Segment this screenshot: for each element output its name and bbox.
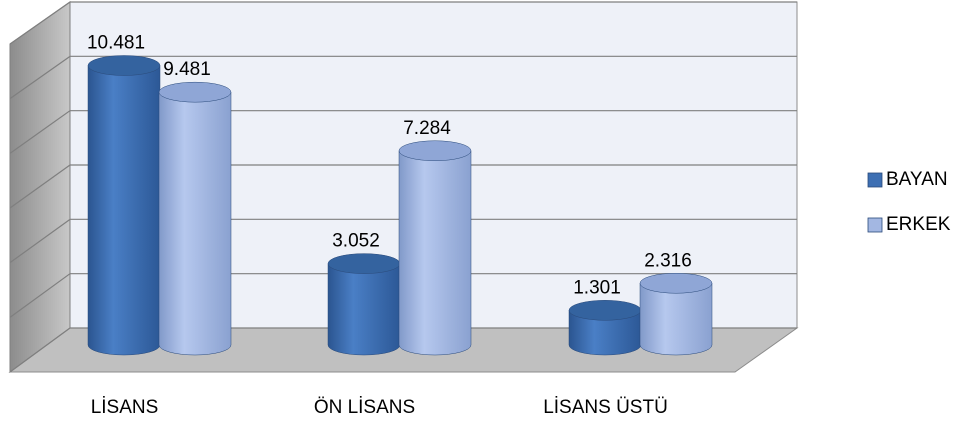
legend-swatch (867, 217, 883, 233)
data-label: 2.316 (644, 250, 692, 271)
bar-cap (568, 300, 642, 321)
legend-label: BAYAN (886, 169, 948, 190)
x-tick-label: LİSANS (91, 397, 159, 418)
bar-cap (87, 55, 161, 76)
data-label: 7.284 (403, 118, 451, 139)
bar (327, 263, 401, 356)
bar (158, 91, 232, 356)
data-label: 1.301 (573, 277, 621, 298)
bar (398, 150, 472, 356)
legend-label: ERKEK (886, 214, 951, 235)
bar-cap (327, 253, 401, 274)
bar-cap (158, 81, 232, 103)
grid-line (9, 110, 797, 154)
grid-line (9, 327, 797, 373)
data-label: 10.481 (87, 33, 145, 54)
grid-line (9, 273, 797, 318)
bar (639, 282, 713, 356)
bar (87, 65, 161, 356)
bar-cap (639, 272, 713, 294)
data-label: 9.481 (163, 59, 211, 80)
bar-cap (398, 140, 472, 162)
grid-line (9, 1, 797, 45)
x-tick-label: LİSANS ÜSTÜ (543, 397, 668, 418)
legend-swatch (867, 172, 883, 188)
bar (568, 310, 642, 356)
grid-line (9, 55, 797, 100)
grid-line (9, 218, 797, 264)
data-label: 3.052 (332, 231, 380, 252)
grid-line (9, 164, 797, 209)
x-tick-label: ÖN LİSANS (314, 397, 415, 418)
